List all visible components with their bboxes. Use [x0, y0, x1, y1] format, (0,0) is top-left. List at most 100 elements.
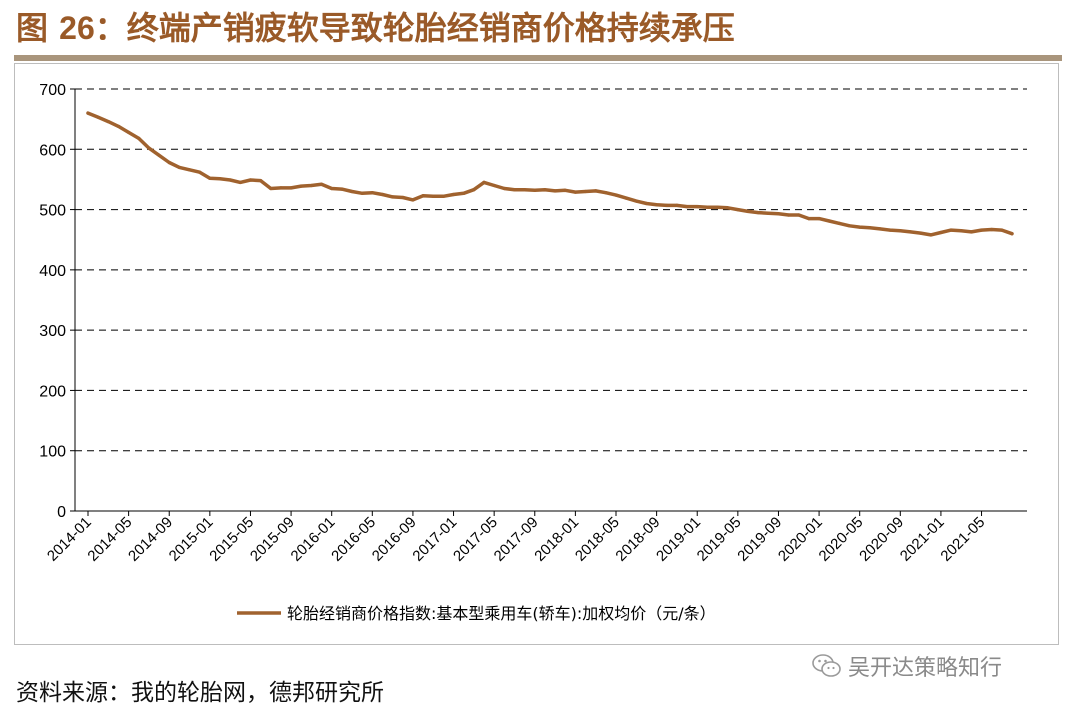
data-point-2017-09 — [533, 188, 537, 192]
x-tick-label: 2019-05 — [694, 514, 745, 565]
data-point-2021-08 — [1010, 232, 1014, 236]
data-point-2015-08 — [279, 186, 283, 190]
chart-title: 图 26：终端产销疲软导致轮胎经销商价格持续承压 — [16, 6, 735, 50]
x-tick-label: 2016-01 — [288, 514, 339, 565]
data-point-2019-06 — [746, 209, 750, 213]
data-point-2016-05 — [370, 191, 374, 195]
y-tick-label: 700 — [39, 82, 66, 99]
x-tick-label: 2019-01 — [653, 514, 704, 565]
title-text: ：终端产销疲软导致轮胎经销商价格持续承压 — [94, 9, 735, 47]
data-point-2018-04 — [604, 191, 608, 195]
data-point-2021-06 — [990, 227, 994, 232]
data-point-2021-04 — [969, 230, 974, 234]
data-point-2014-10 — [177, 165, 181, 169]
data-point-2020-02 — [827, 219, 831, 223]
data-point-2017-07 — [512, 188, 517, 192]
x-tick-label: 2015-05 — [206, 514, 257, 565]
data-point-2018-02 — [583, 189, 588, 194]
x-tick-label: 2020-05 — [816, 514, 867, 565]
watermark: 吴开达策略知行 — [812, 650, 1002, 682]
y-tick-label: 200 — [39, 383, 66, 400]
data-point-2015-04 — [238, 180, 242, 184]
data-point-2015-09 — [289, 186, 293, 190]
data-point-2015-12 — [319, 182, 324, 186]
data-point-2017-04 — [482, 180, 486, 184]
data-point-2014-03 — [106, 120, 110, 124]
x-tick-label: 2018-05 — [572, 514, 623, 565]
x-tick-label: 2021-05 — [937, 514, 988, 565]
data-point-2019-07 — [756, 211, 760, 215]
data-point-2016-01 — [330, 186, 334, 191]
data-point-2019-05 — [736, 208, 740, 212]
data-point-2016-04 — [360, 191, 364, 195]
data-point-2021-01 — [939, 230, 943, 235]
data-point-2020-04 — [847, 224, 852, 228]
data-point-2016-10 — [421, 194, 425, 198]
y-tick-label: 0 — [57, 504, 66, 521]
data-point-2019-08 — [766, 211, 770, 215]
data-point-2019-02 — [705, 205, 710, 209]
y-tick-label: 600 — [39, 142, 66, 159]
data-point-2015-10 — [299, 184, 303, 188]
data-point-2014-08 — [157, 153, 161, 157]
data-point-2017-01 — [451, 192, 456, 197]
data-point-2020-09 — [898, 229, 902, 233]
data-point-2014-01 — [86, 111, 90, 115]
x-tick-label: 2017-09 — [491, 514, 542, 565]
data-point-2018-10 — [665, 203, 669, 207]
data-point-2019-03 — [715, 205, 720, 209]
data-point-2020-01 — [817, 217, 821, 221]
legend-label: 轮胎经销商价格指数:基本型乘用车(轿车):加权均价（元/条） — [287, 604, 716, 623]
x-tick-label: 2014-01 — [44, 514, 95, 565]
data-point-2021-03 — [959, 229, 963, 233]
data-point-2019-01 — [695, 205, 699, 209]
data-point-2014-11 — [187, 168, 192, 172]
data-point-2015-03 — [228, 178, 232, 182]
data-point-2016-12 — [441, 194, 445, 198]
data-point-2015-06 — [259, 179, 263, 183]
x-tick-label: 2019-09 — [734, 514, 785, 565]
x-tick-label: 2021-01 — [897, 514, 948, 565]
data-point-2020-05 — [858, 225, 862, 229]
data-point-2019-11 — [797, 213, 801, 217]
y-tick-label: 500 — [39, 203, 66, 220]
x-tick-label: 2016-05 — [328, 514, 379, 565]
data-point-2017-03 — [472, 188, 476, 192]
x-tick-label: 2016-09 — [369, 514, 420, 565]
x-tick-label: 2017-05 — [450, 514, 501, 565]
data-point-2016-07 — [391, 195, 395, 199]
source-note: 资料来源：我的轮胎网，德邦研究所 — [16, 680, 384, 706]
title-prefix: 图 — [16, 9, 60, 47]
data-point-2017-02 — [462, 191, 466, 195]
x-tick-label: 2015-09 — [247, 514, 298, 565]
data-point-2016-06 — [380, 192, 385, 197]
x-tick-label: 2020-01 — [775, 514, 826, 565]
y-tick-label: 100 — [39, 444, 66, 461]
data-point-2020-06 — [868, 226, 872, 230]
data-point-2016-08 — [401, 195, 405, 200]
data-point-2014-04 — [116, 124, 121, 128]
x-tick-label: 2015-01 — [166, 514, 217, 565]
data-point-2016-11 — [431, 194, 435, 198]
data-point-2019-12 — [807, 217, 811, 221]
title-rule — [14, 55, 1062, 61]
data-point-2020-07 — [878, 227, 882, 231]
watermark-text: 吴开达策略知行 — [848, 656, 1003, 681]
data-point-2016-03 — [350, 189, 354, 194]
data-point-2017-08 — [523, 188, 527, 192]
data-point-2016-02 — [340, 187, 344, 191]
x-tick-label: 2014-09 — [125, 514, 176, 565]
data-point-2018-11 — [675, 203, 679, 207]
data-point-2018-01 — [573, 190, 578, 194]
line-chart: 0 100 200 300 400 500 600 700 2014-012014-052014… — [39, 82, 1027, 623]
title-number: 26 — [59, 10, 95, 46]
data-point-2017-10 — [543, 188, 547, 192]
data-point-2018-05 — [614, 193, 618, 197]
y-tick-label: 400 — [39, 263, 66, 280]
data-point-2018-12 — [685, 205, 689, 209]
data-point-2014-02 — [96, 115, 100, 119]
data-point-2014-07 — [147, 146, 151, 150]
data-point-2015-11 — [309, 183, 313, 188]
data-point-2015-01 — [208, 176, 212, 180]
data-point-2020-12 — [929, 233, 933, 237]
